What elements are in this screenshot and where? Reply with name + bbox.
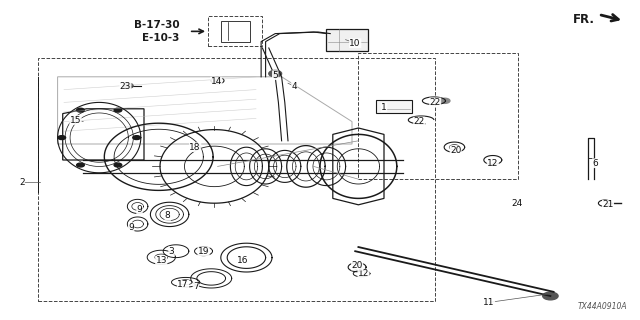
- Text: 12: 12: [358, 269, 369, 278]
- Text: 3: 3: [169, 247, 174, 256]
- Text: 14: 14: [211, 77, 222, 86]
- Bar: [38, 58, 435, 301]
- Circle shape: [114, 108, 122, 112]
- Circle shape: [543, 292, 558, 300]
- Text: 16: 16: [237, 256, 249, 265]
- Text: B-17-30: B-17-30: [134, 20, 179, 30]
- Text: 6: 6: [593, 159, 598, 168]
- Bar: [208, 16, 262, 46]
- Text: FR.: FR.: [573, 13, 595, 26]
- Text: 22: 22: [429, 98, 441, 107]
- Circle shape: [440, 98, 450, 103]
- Bar: [221, 21, 250, 42]
- Circle shape: [77, 108, 84, 112]
- Text: 22: 22: [413, 117, 425, 126]
- Text: 9: 9: [137, 205, 142, 214]
- Text: E-10-3: E-10-3: [142, 33, 179, 43]
- Circle shape: [123, 83, 133, 88]
- Bar: [376, 100, 412, 113]
- Text: 15: 15: [70, 116, 81, 124]
- Circle shape: [133, 136, 141, 140]
- Text: 4: 4: [292, 82, 297, 91]
- Text: 20: 20: [351, 261, 363, 270]
- Circle shape: [114, 163, 122, 167]
- Text: 17: 17: [177, 280, 189, 289]
- Text: 1: 1: [381, 103, 387, 112]
- Text: 2: 2: [19, 178, 24, 187]
- Circle shape: [214, 79, 221, 82]
- Text: 7: 7: [193, 282, 198, 291]
- Text: 13: 13: [156, 256, 167, 265]
- Bar: [358, 53, 518, 179]
- Text: 21: 21: [602, 200, 614, 209]
- Bar: [326, 29, 368, 51]
- Circle shape: [58, 136, 66, 140]
- Text: 20: 20: [450, 146, 461, 155]
- Text: 24: 24: [511, 199, 523, 208]
- Text: 11: 11: [483, 298, 495, 307]
- Circle shape: [269, 70, 282, 77]
- Text: TX44A0910A: TX44A0910A: [577, 302, 627, 311]
- Text: 18: 18: [189, 143, 201, 152]
- Circle shape: [77, 163, 84, 167]
- Text: 23: 23: [120, 82, 131, 91]
- Text: 9: 9: [129, 223, 134, 232]
- Text: 5: 5: [273, 71, 278, 80]
- Text: 10: 10: [349, 39, 361, 48]
- Text: 8: 8: [165, 212, 170, 220]
- Text: 19: 19: [198, 247, 209, 256]
- Text: 12: 12: [487, 159, 499, 168]
